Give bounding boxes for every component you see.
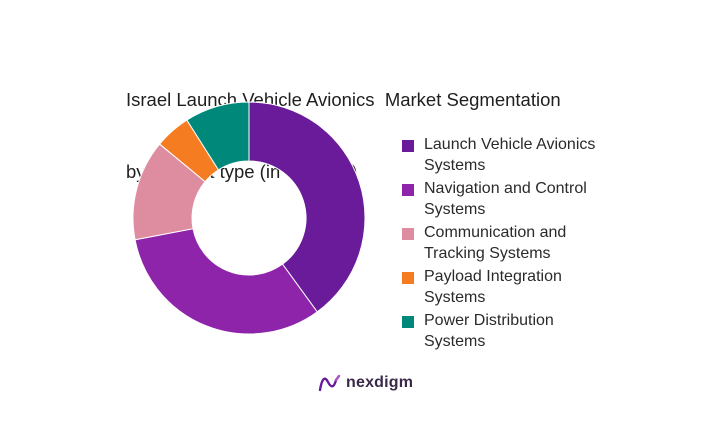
donut-slice-navigation-control (134, 228, 318, 335)
legend-item-navigation-control: Navigation and Control Systems (402, 178, 662, 222)
brand-logo: nexdigm (318, 374, 413, 392)
legend-swatch (402, 228, 414, 240)
legend-item-power-distribution: Power Distribution Systems (402, 310, 662, 354)
legend-label: Launch Vehicle Avionics Systems (424, 136, 596, 174)
legend-swatch (402, 140, 414, 152)
legend-swatch (402, 316, 414, 328)
legend-swatch (402, 272, 414, 284)
legend-item-communication-tracking: Communication and Tracking Systems (402, 222, 662, 266)
legend-label: Navigation and Control Systems (424, 180, 587, 218)
donut-slice-launch-vehicle-avionics (248, 101, 366, 313)
legend-label: Payload Integration Systems (424, 268, 562, 306)
legend-swatch (402, 184, 414, 196)
chart-legend: Launch Vehicle Avionics Systems Navigatio… (402, 134, 662, 354)
legend-item-launch-vehicle-avionics: Launch Vehicle Avionics Systems (402, 134, 662, 178)
donut-slice-power-distribution (186, 101, 250, 171)
brand-name: nexdigm (346, 374, 414, 391)
legend-label: Communication and Tracking Systems (424, 224, 567, 262)
legend-item-payload-integration: Payload Integration Systems (402, 266, 662, 310)
nexdigm-logo-icon (318, 374, 341, 392)
legend-label: Power Distribution Systems (424, 312, 554, 350)
